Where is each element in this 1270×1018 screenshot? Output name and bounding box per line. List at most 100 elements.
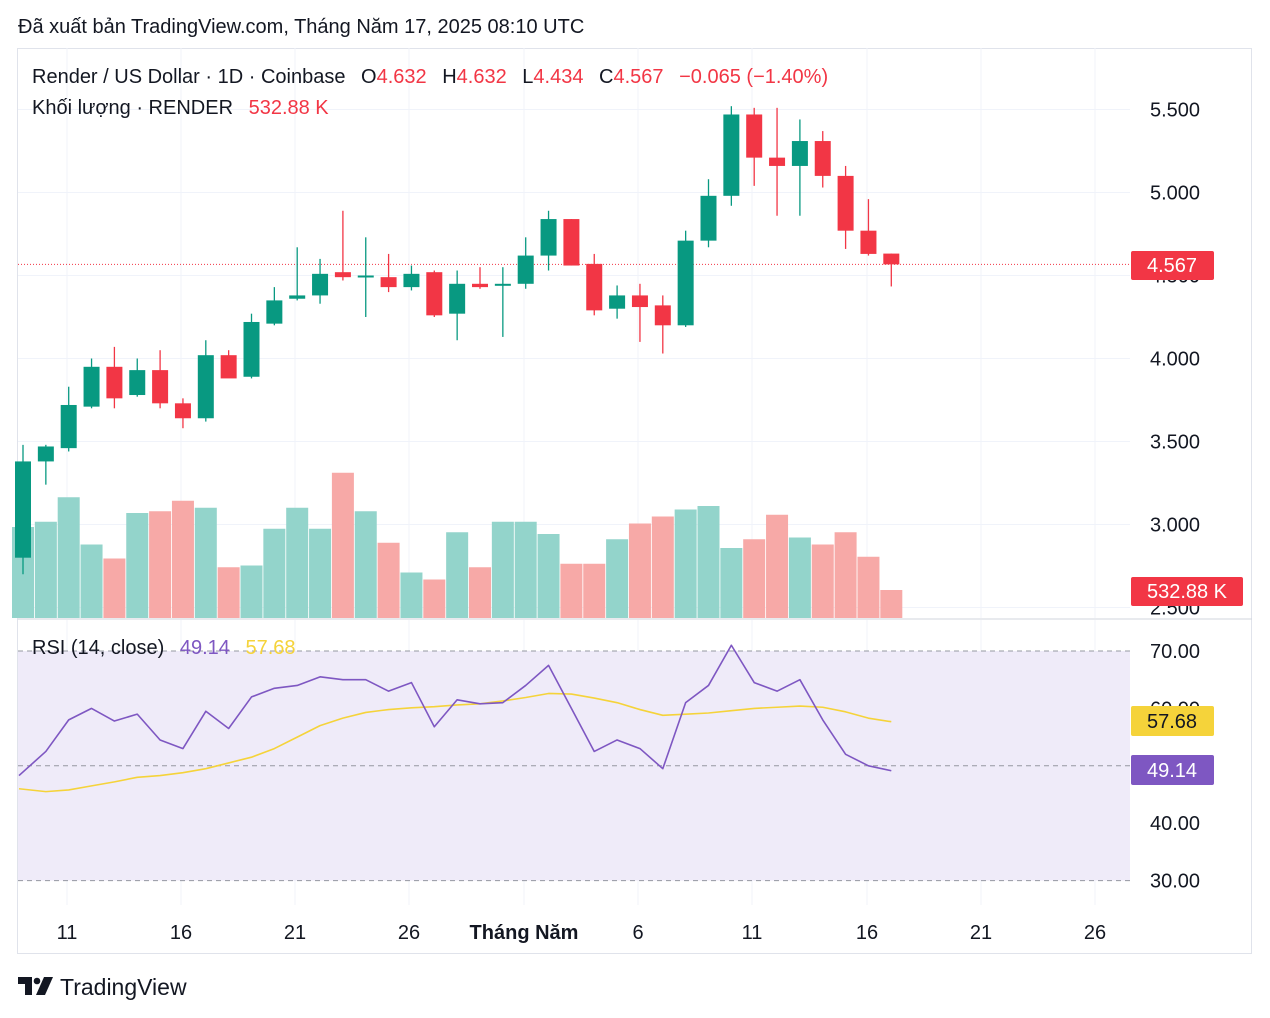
volume-label[interactable]: Khối lượng · RENDER [32, 97, 234, 119]
candle-body [814, 141, 831, 176]
rsi-ma-badge [1131, 706, 1214, 736]
candle-body [426, 272, 443, 316]
rsi-ma-line [18, 692, 892, 793]
volume-bar [857, 556, 880, 618]
symbol-label[interactable]: Render / US Dollar · 1D · Coinbase [32, 66, 346, 88]
volume-bar [331, 472, 354, 618]
price-legend: Render / US Dollar · 1D · Coinbase O 4.63… [32, 66, 828, 89]
time-axis-tick: 6 [632, 922, 643, 944]
volume-bar [126, 513, 149, 618]
volume-bar [788, 537, 811, 618]
rsi-line [18, 644, 892, 777]
volume-bar [560, 563, 583, 618]
tradingview-brand[interactable]: TradingView [18, 974, 187, 1001]
time-axis-tick: 16 [856, 922, 878, 944]
time-axis-tick: 21 [284, 922, 306, 944]
time-axis-tick: 21 [970, 922, 992, 944]
rsi-badge [1131, 755, 1214, 785]
candle-body [563, 219, 580, 266]
rsi-ma-badge-label: 57.68 [1147, 711, 1197, 733]
candle-body [403, 273, 420, 288]
low-label: L [522, 66, 534, 88]
last-price-badge [1131, 251, 1214, 280]
volume-bar [811, 544, 834, 618]
candle-body [60, 404, 77, 449]
price-axis-tick: 3.500 [1150, 432, 1200, 454]
candle-body [357, 275, 374, 278]
rsi-legend: RSI (14, close) 49.14 57.68 [32, 637, 296, 660]
candle-body [449, 283, 466, 314]
published-header: Đã xuất bản TradingView.com, Tháng Năm 1… [18, 16, 585, 38]
volume-bar [423, 579, 446, 618]
candle-body [312, 273, 329, 296]
rsi-band [18, 651, 1130, 881]
candle-body [289, 295, 306, 299]
volume-bar [171, 500, 194, 618]
low-value: 4.434 [533, 66, 584, 88]
tradingview-logo-icon [18, 976, 53, 995]
volume-bar [103, 558, 126, 618]
candle-body [494, 283, 511, 286]
last-price-label: 4.567 [1147, 255, 1197, 277]
candle-body [197, 355, 214, 419]
volume-bar [377, 542, 400, 618]
candle-body [174, 403, 191, 419]
candle-body [837, 175, 854, 231]
candle-body [700, 195, 717, 241]
candle-body [791, 141, 808, 166]
time-axis-tick: 16 [170, 922, 192, 944]
candle-body [677, 240, 694, 326]
candle-body [129, 370, 146, 396]
volume-bar [537, 534, 560, 618]
candle-body [860, 230, 877, 254]
open-label: O [361, 66, 377, 88]
volume-bar [34, 521, 57, 618]
candle-body [586, 263, 603, 311]
candle-body [654, 305, 671, 326]
volume-bar [583, 563, 606, 618]
candle-body [883, 253, 900, 265]
volume-bar [149, 511, 172, 618]
volume-bar [651, 516, 674, 618]
candle-body [472, 283, 488, 288]
candle-body [152, 370, 169, 404]
candle-body [15, 461, 31, 558]
price-axis-tick: 5.000 [1150, 183, 1200, 205]
volume-bar [194, 507, 217, 618]
volume-bar [720, 548, 743, 618]
volume-bar [263, 528, 286, 618]
volume-bar [217, 567, 240, 618]
change-value: −0.065 (−1.40%) [679, 66, 829, 88]
rsi-axis-tick: 70.00 [1150, 641, 1200, 663]
high-value: 4.632 [456, 66, 507, 88]
volume-bar [240, 565, 263, 618]
candle-body [723, 114, 740, 196]
volume-bar [354, 511, 377, 618]
time-axis-tick: Tháng Năm [470, 922, 579, 944]
volume-bar [834, 532, 857, 618]
volume-bar [446, 532, 469, 618]
candle-body [517, 255, 534, 284]
volume-bar [880, 590, 903, 618]
volume-bar [309, 528, 332, 618]
high-label: H [442, 66, 457, 88]
volume-badge-label: 532.88 K [1147, 581, 1228, 603]
price-axis-tick: 5.500 [1150, 100, 1200, 122]
volume-bar [286, 507, 309, 618]
volume-bar [674, 509, 697, 618]
candle-body [83, 366, 100, 407]
volume-badge [1131, 577, 1243, 606]
time-axis-tick: 26 [398, 922, 420, 944]
rsi-label[interactable]: RSI (14, close) [32, 637, 165, 659]
close-label: C [599, 66, 614, 88]
candle-body [540, 219, 557, 256]
candle-body [266, 300, 283, 324]
rsi-axis-tick: 40.00 [1150, 813, 1200, 835]
candle-body [746, 114, 763, 158]
volume-bar [57, 497, 80, 618]
rsi-axis-tick: 30.00 [1150, 871, 1200, 893]
candle-body [106, 366, 123, 399]
candle-body [243, 321, 260, 377]
rsi-ma-value: 57.68 [245, 637, 296, 659]
